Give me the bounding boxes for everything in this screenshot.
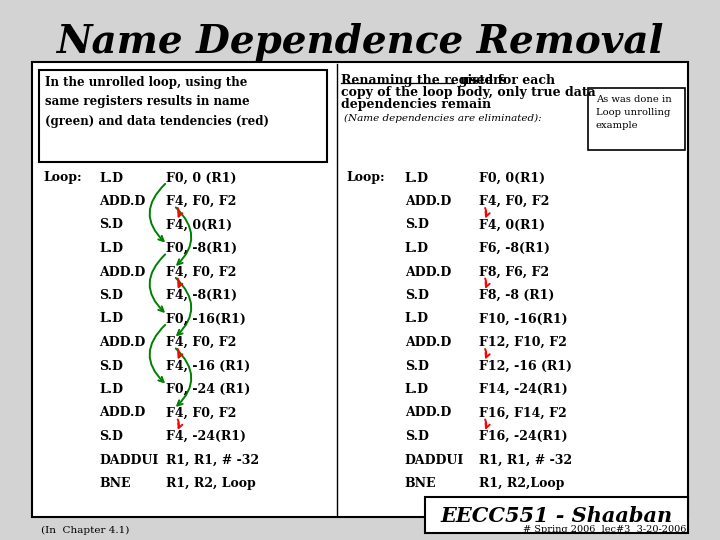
Text: BNE: BNE <box>99 477 131 490</box>
Text: S.D: S.D <box>99 430 123 443</box>
Text: F4, 0(R1): F4, 0(R1) <box>166 219 233 232</box>
Text: F4, -16 (R1): F4, -16 (R1) <box>166 360 251 373</box>
FancyArrowPatch shape <box>176 278 192 335</box>
Text: L.D: L.D <box>99 172 123 185</box>
FancyBboxPatch shape <box>426 497 688 533</box>
Text: ADD.D: ADD.D <box>405 336 451 349</box>
Text: F0, 0 (R1): F0, 0 (R1) <box>166 172 237 185</box>
Text: ADD.D: ADD.D <box>405 407 451 420</box>
Text: R1, R2,Loop: R1, R2,Loop <box>480 477 564 490</box>
FancyArrowPatch shape <box>150 325 165 382</box>
Text: DADDUI: DADDUI <box>405 454 464 467</box>
Text: F4, -8(R1): F4, -8(R1) <box>166 289 238 302</box>
Text: F4, F0, F2: F4, F0, F2 <box>480 195 549 208</box>
Text: F16, F14, F2: F16, F14, F2 <box>480 407 567 420</box>
FancyArrowPatch shape <box>150 254 165 312</box>
Text: F12, F10, F2: F12, F10, F2 <box>480 336 567 349</box>
Text: S.D: S.D <box>99 219 123 232</box>
Text: L.D: L.D <box>405 313 428 326</box>
Text: L.D: L.D <box>99 383 123 396</box>
FancyArrowPatch shape <box>176 207 192 265</box>
Text: S.D: S.D <box>405 289 428 302</box>
Text: ADD.D: ADD.D <box>405 195 451 208</box>
Text: Renaming the registers: Renaming the registers <box>341 74 507 87</box>
Text: F4, -24(R1): F4, -24(R1) <box>166 430 246 443</box>
Text: ADD.D: ADD.D <box>99 266 145 279</box>
Text: F4, 0(R1): F4, 0(R1) <box>480 219 545 232</box>
Text: ADD.D: ADD.D <box>405 266 451 279</box>
Text: R1, R1, # -32: R1, R1, # -32 <box>480 454 572 467</box>
FancyArrowPatch shape <box>485 349 490 357</box>
Text: F0, -24 (R1): F0, -24 (R1) <box>166 383 251 396</box>
FancyArrowPatch shape <box>150 184 165 241</box>
FancyArrowPatch shape <box>176 348 192 406</box>
Text: S.D: S.D <box>405 430 428 443</box>
Text: ADD.D: ADD.D <box>99 195 145 208</box>
FancyArrowPatch shape <box>485 420 490 428</box>
Text: F6, -8(R1): F6, -8(R1) <box>480 242 550 255</box>
Text: # Spring 2006  lec#3  3-20-2006: # Spring 2006 lec#3 3-20-2006 <box>523 525 686 535</box>
Text: Loop:: Loop: <box>346 172 384 185</box>
Text: F12, -16 (R1): F12, -16 (R1) <box>480 360 572 373</box>
Text: R1, R1, # -32: R1, R1, # -32 <box>166 454 259 467</box>
Text: dependencies remain: dependencies remain <box>341 98 492 111</box>
Text: F8, -8 (R1): F8, -8 (R1) <box>480 289 554 302</box>
Text: F4, F0, F2: F4, F0, F2 <box>166 336 237 349</box>
Text: L.D: L.D <box>99 313 123 326</box>
FancyArrowPatch shape <box>485 279 490 287</box>
Text: (Name dependencies are eliminated):: (Name dependencies are eliminated): <box>344 114 541 123</box>
Text: S.D: S.D <box>405 219 428 232</box>
Text: Loop:: Loop: <box>43 172 82 185</box>
Text: F0, -16(R1): F0, -16(R1) <box>166 313 246 326</box>
Text: R1, R2, Loop: R1, R2, Loop <box>166 477 256 490</box>
FancyArrowPatch shape <box>178 279 182 287</box>
Text: S.D: S.D <box>405 360 428 373</box>
Text: As was done in
Loop unrolling
example: As was done in Loop unrolling example <box>595 95 672 130</box>
Text: (In  Chapter 4.1): (In Chapter 4.1) <box>42 525 130 535</box>
Text: L.D: L.D <box>99 242 123 255</box>
Text: BNE: BNE <box>405 477 436 490</box>
Text: L.D: L.D <box>405 172 428 185</box>
Text: ADD.D: ADD.D <box>99 407 145 420</box>
Text: F4, F0, F2: F4, F0, F2 <box>166 407 237 420</box>
Text: F0, 0(R1): F0, 0(R1) <box>480 172 545 185</box>
Text: F16, -24(R1): F16, -24(R1) <box>480 430 568 443</box>
FancyArrowPatch shape <box>178 420 182 428</box>
Text: DADDUI: DADDUI <box>99 454 158 467</box>
Text: In the unrolled loop, using the
same registers results in name
(green) and data : In the unrolled loop, using the same reg… <box>45 76 269 128</box>
Text: F4, F0, F2: F4, F0, F2 <box>166 195 237 208</box>
Text: S.D: S.D <box>99 289 123 302</box>
Text: S.D: S.D <box>99 360 123 373</box>
FancyBboxPatch shape <box>32 62 688 517</box>
Text: ADD.D: ADD.D <box>99 336 145 349</box>
Text: F14, -24(R1): F14, -24(R1) <box>480 383 568 396</box>
FancyBboxPatch shape <box>588 88 685 150</box>
Text: F8, F6, F2: F8, F6, F2 <box>480 266 549 279</box>
Text: F10, -16(R1): F10, -16(R1) <box>480 313 568 326</box>
FancyArrowPatch shape <box>485 208 490 217</box>
FancyArrowPatch shape <box>178 349 182 357</box>
Text: L.D: L.D <box>405 242 428 255</box>
Text: L.D: L.D <box>405 383 428 396</box>
FancyBboxPatch shape <box>39 70 328 162</box>
Text: EECC551 - Shaaban: EECC551 - Shaaban <box>441 506 672 526</box>
Text: Name Dependence Removal: Name Dependence Removal <box>56 23 664 61</box>
Text: F4, F0, F2: F4, F0, F2 <box>166 266 237 279</box>
Text: used for each: used for each <box>456 74 555 87</box>
Text: copy of the loop body, only true data: copy of the loop body, only true data <box>341 86 596 99</box>
Text: F0, -8(R1): F0, -8(R1) <box>166 242 238 255</box>
FancyArrowPatch shape <box>178 208 182 217</box>
